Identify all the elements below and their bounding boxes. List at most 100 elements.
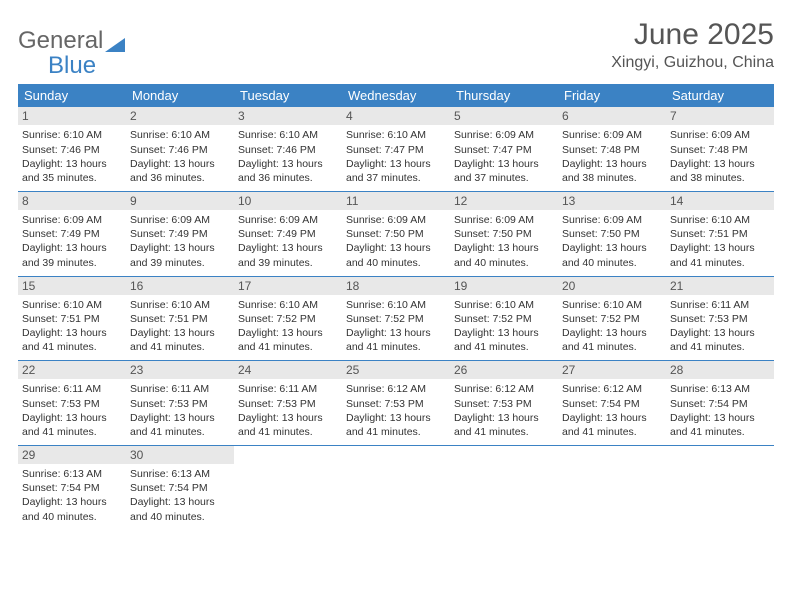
day-number: 3 xyxy=(234,107,342,125)
week-row: 15Sunrise: 6:10 AMSunset: 7:51 PMDayligh… xyxy=(18,277,774,362)
day-content: Sunrise: 6:10 AMSunset: 7:46 PMDaylight:… xyxy=(22,128,122,185)
weekday-wed: Wednesday xyxy=(342,84,450,107)
weekday-fri: Friday xyxy=(558,84,666,107)
day-content: Sunrise: 6:12 AMSunset: 7:54 PMDaylight:… xyxy=(562,382,662,439)
day-number: 15 xyxy=(18,277,126,295)
day-number: 16 xyxy=(126,277,234,295)
day-content: Sunrise: 6:12 AMSunset: 7:53 PMDaylight:… xyxy=(454,382,554,439)
calendar-day: 8 Sunrise: 6:09 AMSunset: 7:49 PMDaylight… xyxy=(18,192,126,276)
calendar-day: 23 Sunrise: 6:11 AMSunset: 7:53 PMDayligh… xyxy=(126,361,234,445)
calendar-day: 2Sunrise: 6:10 AMSunset: 7:46 PMDaylight… xyxy=(126,107,234,191)
day-content: Sunrise: 6:13 AMSunset: 7:54 PMDaylight:… xyxy=(22,467,122,524)
day-content: Sunrise: 6:09 AMSunset: 7:47 PMDaylight:… xyxy=(454,128,554,185)
week-row: 22Sunrise: 6:11 AMSunset: 7:53 PMDayligh… xyxy=(18,361,774,446)
page-subtitle: Xingyi, Guizhou, China xyxy=(611,54,774,72)
day-content: Sunrise: 6:09 AMSunset: 7:49 PMDaylight:… xyxy=(130,213,230,270)
day-number: 19 xyxy=(450,277,558,295)
calendar-day: 20Sunrise: 6:10 AMSunset: 7:52 PMDayligh… xyxy=(558,277,666,361)
day-content: Sunrise: 6:10 AMSunset: 7:46 PMDaylight:… xyxy=(238,128,338,185)
week-row: 29 Sunrise: 6:13 AMSunset: 7:54 PMDayligh… xyxy=(18,446,774,530)
calendar-day: 10Sunrise: 6:09 AMSunset: 7:49 PMDayligh… xyxy=(234,192,342,276)
day-content: Sunrise: 6:10 AMSunset: 7:52 PMDaylight:… xyxy=(562,298,662,355)
day-content: Sunrise: 6:11 AMSunset: 7:53 PMDaylight:… xyxy=(670,298,770,355)
calendar-day-empty xyxy=(450,446,558,530)
day-content: Sunrise: 6:13 AMSunset: 7:54 PMDaylight:… xyxy=(670,382,770,439)
calendar-day: 19 Sunrise: 6:10 AMSunset: 7:52 PMDayligh… xyxy=(450,277,558,361)
calendar-day: 3 Sunrise: 6:10 AMSunset: 7:46 PMDaylight… xyxy=(234,107,342,191)
page: GeneralBlue June 2025 Xingyi, Guizhou, C… xyxy=(0,0,792,530)
day-number: 5 xyxy=(450,107,558,125)
day-content: Sunrise: 6:10 AMSunset: 7:52 PMDaylight:… xyxy=(238,298,338,355)
day-number: 2 xyxy=(126,107,234,125)
calendar-day: 22Sunrise: 6:11 AMSunset: 7:53 PMDayligh… xyxy=(18,361,126,445)
calendar-day: 16 Sunrise: 6:10 AMSunset: 7:51 PMDayligh… xyxy=(126,277,234,361)
day-number: 9 xyxy=(126,192,234,210)
day-number: 18 xyxy=(342,277,450,295)
day-number: 23 xyxy=(126,361,234,379)
day-number: 7 xyxy=(666,107,774,125)
day-content: Sunrise: 6:09 AMSunset: 7:50 PMDaylight:… xyxy=(562,213,662,270)
day-content: Sunrise: 6:10 AMSunset: 7:51 PMDaylight:… xyxy=(130,298,230,355)
day-number: 22 xyxy=(18,361,126,379)
calendar-day: 12 Sunrise: 6:09 AMSunset: 7:50 PMDayligh… xyxy=(450,192,558,276)
day-content: Sunrise: 6:11 AMSunset: 7:53 PMDaylight:… xyxy=(238,382,338,439)
day-number: 8 xyxy=(18,192,126,210)
day-number: 24 xyxy=(234,361,342,379)
day-number: 1 xyxy=(18,107,126,125)
weekday-mon: Monday xyxy=(126,84,234,107)
day-content: Sunrise: 6:09 AMSunset: 7:49 PMDaylight:… xyxy=(22,213,122,270)
day-number: 21 xyxy=(666,277,774,295)
calendar-day: 1 Sunrise: 6:10 AMSunset: 7:46 PMDaylight… xyxy=(18,107,126,191)
day-content: Sunrise: 6:10 AMSunset: 7:52 PMDaylight:… xyxy=(454,298,554,355)
day-content: Sunrise: 6:09 AMSunset: 7:50 PMDaylight:… xyxy=(454,213,554,270)
day-number: 27 xyxy=(558,361,666,379)
weekday-sat: Saturday xyxy=(666,84,774,107)
day-content: Sunrise: 6:09 AMSunset: 7:48 PMDaylight:… xyxy=(562,128,662,185)
calendar-day: 28 Sunrise: 6:13 AMSunset: 7:54 PMDayligh… xyxy=(666,361,774,445)
calendar-day: 7 Sunrise: 6:09 AMSunset: 7:48 PMDaylight… xyxy=(666,107,774,191)
day-content: Sunrise: 6:10 AMSunset: 7:52 PMDaylight:… xyxy=(346,298,446,355)
calendar-day-empty xyxy=(666,446,774,530)
calendar-day: 25 Sunrise: 6:12 AMSunset: 7:53 PMDayligh… xyxy=(342,361,450,445)
calendar-day-empty xyxy=(234,446,342,530)
week-row: 8Sunrise: 6:09 AMSunset: 7:49 PMDaylight… xyxy=(18,192,774,277)
day-content: Sunrise: 6:11 AMSunset: 7:53 PMDaylight:… xyxy=(130,382,230,439)
day-number: 6 xyxy=(558,107,666,125)
calendar-day: 30Sunrise: 6:13 AMSunset: 7:54 PMDayligh… xyxy=(126,446,234,530)
day-content: Sunrise: 6:10 AMSunset: 7:51 PMDaylight:… xyxy=(22,298,122,355)
calendar-day: 29 Sunrise: 6:13 AMSunset: 7:54 PMDayligh… xyxy=(18,446,126,530)
calendar-day: 13 Sunrise: 6:09 AMSunset: 7:50 PMDayligh… xyxy=(558,192,666,276)
day-content: Sunrise: 6:09 AMSunset: 7:49 PMDaylight:… xyxy=(238,213,338,270)
day-number: 25 xyxy=(342,361,450,379)
day-number: 14 xyxy=(666,192,774,210)
calendar-day: 21 Sunrise: 6:11 AMSunset: 7:53 PMDayligh… xyxy=(666,277,774,361)
weekdays-header: Sunday Monday Tuesday Wednesday Thursday… xyxy=(18,84,774,107)
day-number: 17 xyxy=(234,277,342,295)
calendar-day: 11Sunrise: 6:09 AMSunset: 7:50 PMDayligh… xyxy=(342,192,450,276)
calendar-day-empty xyxy=(342,446,450,530)
logo: GeneralBlue xyxy=(18,18,127,78)
day-content: Sunrise: 6:10 AMSunset: 7:47 PMDaylight:… xyxy=(346,128,446,185)
header: GeneralBlue June 2025 Xingyi, Guizhou, C… xyxy=(18,18,774,78)
calendar-day-empty xyxy=(558,446,666,530)
calendar-day: 27 Sunrise: 6:12 AMSunset: 7:54 PMDayligh… xyxy=(558,361,666,445)
calendar-day: 14 Sunrise: 6:10 AMSunset: 7:51 PMDayligh… xyxy=(666,192,774,276)
day-number: 29 xyxy=(18,446,126,464)
weekday-tue: Tuesday xyxy=(234,84,342,107)
day-content: Sunrise: 6:10 AMSunset: 7:51 PMDaylight:… xyxy=(670,213,770,270)
calendar-day: 24 Sunrise: 6:11 AMSunset: 7:53 PMDayligh… xyxy=(234,361,342,445)
weekday-thu: Thursday xyxy=(450,84,558,107)
day-number: 13 xyxy=(558,192,666,210)
calendar-day: 6 Sunrise: 6:09 AMSunset: 7:48 PMDaylight… xyxy=(558,107,666,191)
day-content: Sunrise: 6:09 AMSunset: 7:48 PMDaylight:… xyxy=(670,128,770,185)
day-number: 4 xyxy=(342,107,450,125)
day-number: 12 xyxy=(450,192,558,210)
day-number: 28 xyxy=(666,361,774,379)
day-number: 30 xyxy=(126,446,234,464)
calendar-day: 17 Sunrise: 6:10 AMSunset: 7:52 PMDayligh… xyxy=(234,277,342,361)
calendar-day: 5 Sunrise: 6:09 AMSunset: 7:47 PMDaylight… xyxy=(450,107,558,191)
day-content: Sunrise: 6:12 AMSunset: 7:53 PMDaylight:… xyxy=(346,382,446,439)
calendar-day: 26Sunrise: 6:12 AMSunset: 7:53 PMDayligh… xyxy=(450,361,558,445)
title-block: June 2025 Xingyi, Guizhou, China xyxy=(611,18,774,72)
calendar: Sunday Monday Tuesday Wednesday Thursday… xyxy=(18,84,774,529)
